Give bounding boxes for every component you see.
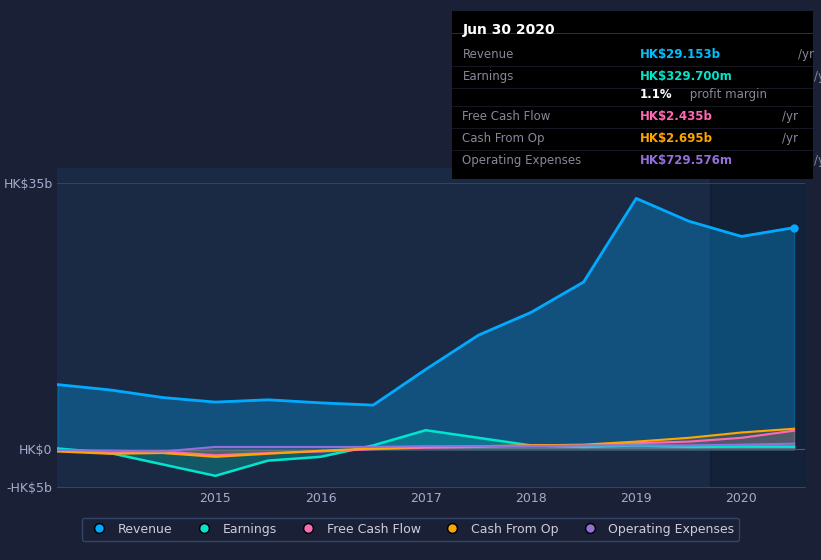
Text: /yr: /yr xyxy=(814,154,821,167)
Text: Cash From Op: Cash From Op xyxy=(462,132,545,145)
Text: /yr: /yr xyxy=(814,70,821,83)
Text: HK$29.153b: HK$29.153b xyxy=(640,48,720,61)
Text: 1.1%: 1.1% xyxy=(640,88,672,101)
Text: /yr: /yr xyxy=(782,132,799,145)
Text: Earnings: Earnings xyxy=(462,70,514,83)
Text: HK$2.435b: HK$2.435b xyxy=(640,110,713,123)
Text: Jun 30 2020: Jun 30 2020 xyxy=(462,23,555,37)
Text: /yr: /yr xyxy=(782,110,799,123)
Text: Revenue: Revenue xyxy=(462,48,514,61)
Text: HK$729.576m: HK$729.576m xyxy=(640,154,732,167)
Bar xyxy=(710,168,805,487)
Text: Operating Expenses: Operating Expenses xyxy=(462,154,581,167)
Text: profit margin: profit margin xyxy=(686,88,768,101)
Text: /yr: /yr xyxy=(798,48,814,61)
Text: HK$2.695b: HK$2.695b xyxy=(640,132,713,145)
Text: HK$329.700m: HK$329.700m xyxy=(640,70,732,83)
Text: Free Cash Flow: Free Cash Flow xyxy=(462,110,551,123)
Legend: Revenue, Earnings, Free Cash Flow, Cash From Op, Operating Expenses: Revenue, Earnings, Free Cash Flow, Cash … xyxy=(81,517,740,541)
